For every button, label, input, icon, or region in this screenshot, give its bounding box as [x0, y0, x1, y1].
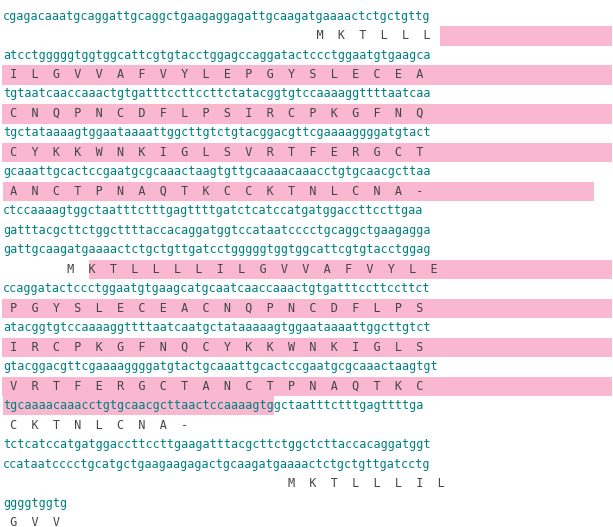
- FancyBboxPatch shape: [440, 26, 612, 45]
- FancyBboxPatch shape: [397, 474, 612, 494]
- Text: C  Y  K  K  W  N  K  I  G  L  S  V  R  T  F  E  R  G  C  T: C Y K K W N K I G L S V R T F E R G C T: [3, 146, 424, 159]
- FancyBboxPatch shape: [2, 377, 612, 396]
- Text: ggggtggtg: ggggtggtg: [3, 496, 67, 510]
- Text: A  N  C  T  P  N  A  Q  T  K  C  C  K  T  N  L  C  N  A  -: A N C T P N A Q T K C C K T N L C N A -: [3, 185, 424, 198]
- Text: cgagacaaatgcaggattgcaggctgaagaggagattgcaagatgaaaactctgctgttg: cgagacaaatgcaggattgcaggctgaagaggagattgca…: [3, 9, 430, 23]
- Text: I  L  G  V  V  A  F  V  Y  L  E  P  G  Y  S  L  E  C  E  A: I L G V V A F V Y L E P G Y S L E C E A: [3, 68, 424, 81]
- Text: C  N  Q  P  N  C  D  F  L  P  S  I  R  C  P  K  G  F  N  Q: C N Q P N C D F L P S I R C P K G F N Q: [3, 107, 424, 120]
- FancyBboxPatch shape: [2, 513, 612, 527]
- Text: gcaaattgcactccgaatgcgcaaactaagtgttgcaaaacaaacctgtgcaacgcttaa: gcaaattgcactccgaatgcgcaaactaagtgttgcaaaa…: [3, 165, 430, 179]
- FancyBboxPatch shape: [3, 396, 273, 416]
- Text: tgcaaaacaaacctgtgcaacgcttaactccaaaagtggctaatttctttgagttttga: tgcaaaacaaacctgtgcaacgcttaactccaaaagtggc…: [3, 399, 424, 412]
- Text: G  V  V: G V V: [3, 516, 60, 527]
- FancyBboxPatch shape: [2, 338, 612, 357]
- FancyBboxPatch shape: [2, 143, 612, 162]
- Text: C  K  T  N  L  C  N  A  -: C K T N L C N A -: [3, 419, 188, 432]
- FancyBboxPatch shape: [89, 260, 612, 279]
- Text: M  K  T  L  L  L: M K T L L L: [3, 29, 438, 42]
- Text: atcctgggggtggtggcattcgtgtacctggagccaggatactccctggaatgtgaagca: atcctgggggtggtggcattcgtgtacctggagccaggat…: [3, 48, 430, 62]
- Text: V  R  T  F  E  R  G  C  T  A  N  C  T  P  N  A  Q  T  K  C: V R T F E R G C T A N C T P N A Q T K C: [3, 380, 424, 393]
- Text: tctcatccatgatggaccttccttgaagatttacgcttctggctcttaccacaggatggt: tctcatccatgatggaccttccttgaagatttacgcttct…: [3, 438, 430, 451]
- FancyBboxPatch shape: [2, 299, 612, 318]
- Text: ctccaaaagtggctaatttctttgagttttgatctcatccatgatggaccttccttgaa: ctccaaaagtggctaatttctttgagttttgatctcatcc…: [3, 204, 424, 218]
- Text: atacggtgtccaaaaggttttaatcaatgctataaaaagtggaataaaattggcttgtct: atacggtgtccaaaaggttttaatcaatgctataaaaagt…: [3, 321, 430, 334]
- FancyBboxPatch shape: [2, 104, 612, 123]
- Text: tgtaatcaaccaaactgtgatttccttccttctatacggtgtccaaaaggttttaatcaa: tgtaatcaaccaaactgtgatttccttccttctatacggt…: [3, 87, 430, 101]
- FancyBboxPatch shape: [3, 416, 264, 435]
- Text: tgctataaaagtggaataaaattggcttgtctgtacggacgttcgaaaaggggatgtact: tgctataaaagtggaataaaattggcttgtctgtacggac…: [3, 126, 430, 140]
- Text: ccataatcccctgcatgctgaagaagagactgcaagatgaaaactctgctgttgatcctg: ccataatcccctgcatgctgaagaagagactgcaagatga…: [3, 457, 430, 471]
- Text: ccaggatactccctggaatgtgaagcatgcaatcaaccaaactgtgatttccttccttct: ccaggatactccctggaatgtgaagcatgcaatcaaccaa…: [3, 282, 430, 295]
- FancyBboxPatch shape: [2, 65, 612, 84]
- Text: M  K  T  L  L  L  L  I  L  G  V  V  A  F  V  Y  L  E: M K T L L L L I L G V V A F V Y L E: [3, 263, 438, 276]
- Text: M  K  T  L  L  L  I  L: M K T L L L I L: [3, 477, 445, 490]
- FancyBboxPatch shape: [3, 182, 595, 201]
- Text: gtacggacgttcgaaaaggggatgtactgcaaattgcactccgaatgcgcaaactaagtgt: gtacggacgttcgaaaaggggatgtactgcaaattgcact…: [3, 360, 438, 373]
- Text: gatttacgcttctggcttttaccacaggatggtccataatcccctgcaggctgaagagga: gatttacgcttctggcttttaccacaggatggtccataat…: [3, 224, 430, 237]
- Text: gattgcaagatgaaaactctgctgttgatcctgggggtggtggcattcgtgtacctggag: gattgcaagatgaaaactctgctgttgatcctgggggtgg…: [3, 243, 430, 256]
- Text: I  R  C  P  K  G  F  N  Q  C  Y  K  K  W  N  K  I  G  L  S: I R C P K G F N Q C Y K K W N K I G L S: [3, 341, 424, 354]
- Text: P  G  Y  S  L  E  C  E  A  C  N  Q  P  N  C  D  F  L  P  S: P G Y S L E C E A C N Q P N C D F L P S: [3, 302, 424, 315]
